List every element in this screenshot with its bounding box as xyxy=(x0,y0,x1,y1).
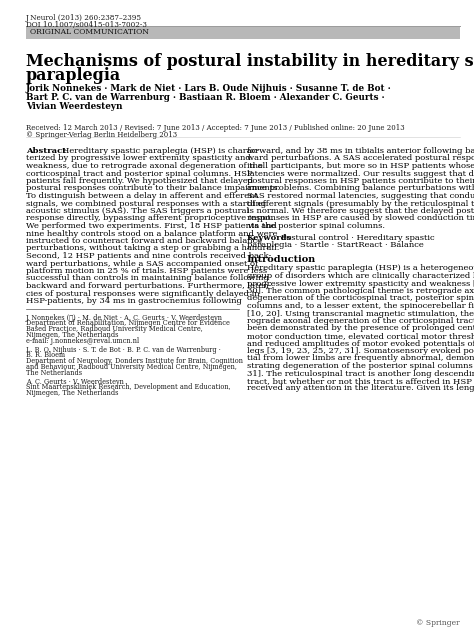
Text: postural responses in HSP patients contribute to their bal-: postural responses in HSP patients contr… xyxy=(247,177,474,185)
Text: tial from lower limbs are frequently abnormal, demon-: tial from lower limbs are frequently abn… xyxy=(247,355,474,362)
Text: B. R. Bloem: B. R. Bloem xyxy=(26,352,65,359)
Text: is normal. We therefore suggest that the delayed postural: is normal. We therefore suggest that the… xyxy=(247,207,474,215)
Text: in all participants, but more so in HSP patients whose: in all participants, but more so in HSP … xyxy=(247,162,474,170)
Text: Department of Rehabilitation, Nijmegen Centre for Evidence: Department of Rehabilitation, Nijmegen C… xyxy=(26,320,230,327)
Text: Jorik Nonnekes · Mark de Niet · Lars B. Oude Nijhuis · Susanne T. de Bot ·: Jorik Nonnekes · Mark de Niet · Lars B. … xyxy=(26,84,392,93)
Text: The Netherlands: The Netherlands xyxy=(26,369,82,377)
Text: backward and forward perturbations. Furthermore, laten-: backward and forward perturbations. Furt… xyxy=(26,282,272,290)
Text: postural responses contribute to their balance impairments.: postural responses contribute to their b… xyxy=(26,184,280,192)
Text: [10, 20]. Using transcranial magnetic stimulation, the ret-: [10, 20]. Using transcranial magnetic st… xyxy=(247,309,474,318)
Text: Nijmegen, The Netherlands: Nijmegen, The Netherlands xyxy=(26,331,118,339)
Text: J Neurol (2013) 260:2387–2395: J Neurol (2013) 260:2387–2395 xyxy=(26,14,142,22)
Text: Vivian Weerdesteyn: Vivian Weerdesteyn xyxy=(26,102,122,111)
Text: Postural control · Hereditary spastic: Postural control · Hereditary spastic xyxy=(281,233,435,242)
Text: terized by progressive lower extremity spasticity and: terized by progressive lower extremity s… xyxy=(26,155,251,162)
Text: J. Nonnekes (✉) · M. de Niet · A. C. Geurts · V. Weerdesteyn: J. Nonnekes (✉) · M. de Niet · A. C. Geu… xyxy=(26,313,223,321)
Text: Based Practice, Radboud University Medical Centre,: Based Practice, Radboud University Medic… xyxy=(26,325,203,333)
Text: and Behaviour, Radboud University Medical Centre, Nijmegen,: and Behaviour, Radboud University Medica… xyxy=(26,363,237,371)
Text: tract, but whether or not this tract is affected in HSP has not: tract, but whether or not this tract is … xyxy=(247,377,474,385)
Text: ance problems. Combining balance perturbations with a: ance problems. Combining balance perturb… xyxy=(247,184,474,192)
Text: nine healthy controls stood on a balance platform and were: nine healthy controls stood on a balance… xyxy=(26,230,277,238)
Text: columns and, to a lesser extent, the spinocerebellar fibers: columns and, to a lesser extent, the spi… xyxy=(247,302,474,310)
Text: Bart P. C. van de Warrenburg · Bastiaan R. Bloem · Alexander C. Geurts ·: Bart P. C. van de Warrenburg · Bastiaan … xyxy=(26,93,384,102)
Text: ORIGINAL COMMUNICATION: ORIGINAL COMMUNICATION xyxy=(30,28,149,36)
Text: motor conduction time, elevated cortical motor thresholds: motor conduction time, elevated cortical… xyxy=(247,332,474,340)
Text: via the posterior spinal columns.: via the posterior spinal columns. xyxy=(247,222,385,230)
Text: cies of postural responses were significantly delayed in: cies of postural responses were signific… xyxy=(26,289,260,298)
Text: DOI 10.1007/s00415-013-7002-3: DOI 10.1007/s00415-013-7002-3 xyxy=(26,21,147,29)
Text: Introduction: Introduction xyxy=(247,255,316,264)
Text: ward perturbations, while a SAS accompanied onset of: ward perturbations, while a SAS accompan… xyxy=(26,260,258,267)
Text: forward, and by 38 ms in tibialis anterior following back-: forward, and by 38 ms in tibialis anteri… xyxy=(247,147,474,155)
Text: been demonstrated by the presence of prolonged central: been demonstrated by the presence of pro… xyxy=(247,325,474,333)
Text: To distinguish between a delay in afferent and efferent: To distinguish between a delay in affere… xyxy=(26,192,258,200)
Text: © Springer: © Springer xyxy=(416,619,460,627)
Text: Mechanisms of postural instability in hereditary spastic: Mechanisms of postural instability in he… xyxy=(26,53,474,70)
Text: A. C. Geurts · V. Weerdesteyn: A. C. Geurts · V. Weerdesteyn xyxy=(26,377,124,386)
Text: Department of Neurology, Donders Institute for Brain, Cognition: Department of Neurology, Donders Institu… xyxy=(26,357,243,365)
Text: instructed to counteract forward and backward balance: instructed to counteract forward and bac… xyxy=(26,237,262,245)
Text: response directly, bypassing afferent proprioceptive input.: response directly, bypassing afferent pr… xyxy=(26,214,273,223)
Text: Sint Maartenskliniek Research, Development and Education,: Sint Maartenskliniek Research, Developme… xyxy=(26,383,231,391)
Text: degeneration of the corticospinal tract, posterior spinal: degeneration of the corticospinal tract,… xyxy=(247,294,474,303)
Text: We performed two experiments. First, 18 HSP patients and: We performed two experiments. First, 18 … xyxy=(26,222,277,230)
Text: of efferent signals (presumably by the reticulospinal tract): of efferent signals (presumably by the r… xyxy=(247,199,474,208)
Text: and reduced amplitudes of motor evoked potentials of the: and reduced amplitudes of motor evoked p… xyxy=(247,340,474,347)
Text: Hereditary spastic paraplegia (HSP) is charac-: Hereditary spastic paraplegia (HSP) is c… xyxy=(62,147,259,155)
Text: SAS restored normal latencies, suggesting that conduction: SAS restored normal latencies, suggestin… xyxy=(247,192,474,200)
Text: group of disorders which are clinically characterized by: group of disorders which are clinically … xyxy=(247,272,474,280)
Text: progressive lower extremity spasticity and weakness [11,: progressive lower extremity spasticity a… xyxy=(247,279,474,287)
Text: © Springer-Verlag Berlin Heidelberg 2013: © Springer-Verlag Berlin Heidelberg 2013 xyxy=(26,131,177,139)
Text: 31]. The reticulospinal tract is another long descending: 31]. The reticulospinal tract is another… xyxy=(247,369,474,377)
Text: latencies were normalized. Our results suggest that delayed: latencies were normalized. Our results s… xyxy=(247,169,474,177)
Text: 30]. The common pathological theme is retrograde axonal: 30]. The common pathological theme is re… xyxy=(247,287,474,295)
Text: corticospinal tract and posterior spinal columns. HSP: corticospinal tract and posterior spinal… xyxy=(26,169,253,177)
Text: HSP-patients, by 34 ms in gastrocnemius following: HSP-patients, by 34 ms in gastrocnemius … xyxy=(26,297,242,305)
Text: Abstract: Abstract xyxy=(26,147,66,155)
Text: L. B. O. Nijhuis · S. T. de Bot · B. P. C. van de Warrenburg ·: L. B. O. Nijhuis · S. T. de Bot · B. P. … xyxy=(26,345,221,353)
Text: Second, 12 HSP patients and nine controls received back-: Second, 12 HSP patients and nine control… xyxy=(26,252,272,260)
Text: signals, we combined postural responses with a startling: signals, we combined postural responses … xyxy=(26,199,266,208)
Text: patients fall frequently. We hypothesized that delayed: patients fall frequently. We hypothesize… xyxy=(26,177,253,185)
Text: successful than controls in maintaining balance following: successful than controls in maintaining … xyxy=(26,274,269,282)
Text: perturbations, without taking a step or grabbing a handrail.: perturbations, without taking a step or … xyxy=(26,245,279,252)
Text: legs [3, 19, 23, 25, 27, 31]. Somatosensory evoked poten-: legs [3, 19, 23, 25, 27, 31]. Somatosens… xyxy=(247,347,474,355)
Text: Keywords: Keywords xyxy=(247,233,292,242)
Text: rograde axonal degeneration of the corticospinal tract has: rograde axonal degeneration of the corti… xyxy=(247,317,474,325)
Text: acoustic stimulus (SAS). The SAS triggers a postural: acoustic stimulus (SAS). The SAS trigger… xyxy=(26,207,249,215)
Text: paraplegia: paraplegia xyxy=(26,67,121,84)
Text: Received: 12 March 2013 / Revised: 7 June 2013 / Accepted: 7 June 2013 / Publish: Received: 12 March 2013 / Revised: 7 Jun… xyxy=(26,124,405,132)
Text: paraplegia · Startle · StartReact · Balance: paraplegia · Startle · StartReact · Bala… xyxy=(247,241,424,249)
Bar xyxy=(26,27,460,39)
Text: received any attention in the literature. Given its length,: received any attention in the literature… xyxy=(247,384,474,392)
Text: weakness, due to retrograde axonal degeneration of the: weakness, due to retrograde axonal degen… xyxy=(26,162,263,170)
Text: ward perturbations. A SAS accelerated postural responses: ward perturbations. A SAS accelerated po… xyxy=(247,155,474,162)
Text: Hereditary spastic paraplegia (HSP) is a heterogeneous: Hereditary spastic paraplegia (HSP) is a… xyxy=(247,265,474,272)
Text: e-mail: j.nonnekes@reval.umcn.nl: e-mail: j.nonnekes@reval.umcn.nl xyxy=(26,337,139,345)
Text: platform motion in 25 % of trials. HSP patients were less: platform motion in 25 % of trials. HSP p… xyxy=(26,267,267,275)
Text: responses in HSP are caused by slowed conduction time: responses in HSP are caused by slowed co… xyxy=(247,214,474,223)
Text: Nijmegen, The Netherlands: Nijmegen, The Netherlands xyxy=(26,389,118,397)
Text: strating degeneration of the posterior spinal columns [25,: strating degeneration of the posterior s… xyxy=(247,362,474,370)
